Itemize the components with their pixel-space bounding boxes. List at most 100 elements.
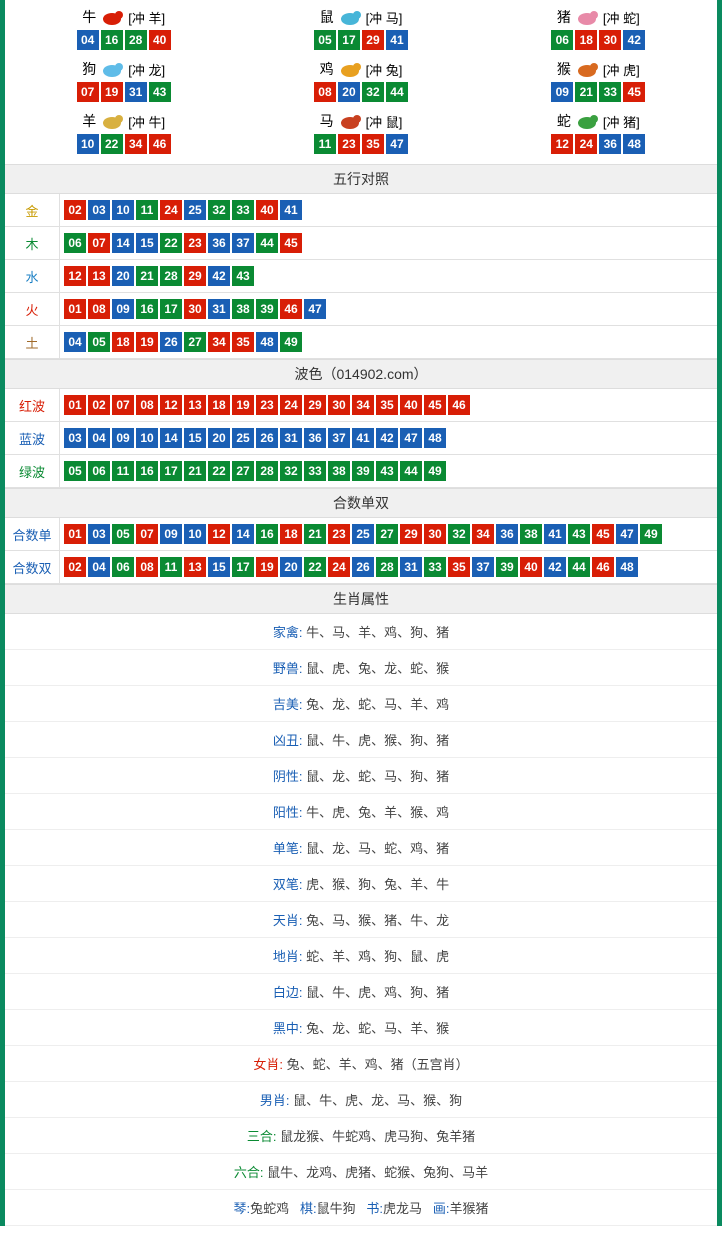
number-chip: 10 bbox=[136, 428, 158, 448]
number-chip: 35 bbox=[232, 332, 254, 352]
number-chip: 32 bbox=[208, 200, 230, 220]
number-chip: 01 bbox=[64, 395, 86, 415]
number-chip: 02 bbox=[64, 557, 86, 577]
number-chip: 42 bbox=[544, 557, 566, 577]
number-chip: 18 bbox=[575, 30, 597, 50]
number-chip: 35 bbox=[362, 134, 384, 154]
number-chip: 17 bbox=[232, 557, 254, 577]
zodiac-numrow: 09213345 bbox=[480, 82, 717, 102]
number-chip: 45 bbox=[592, 524, 614, 544]
attr-row: 三合: 鼠龙猴、牛蛇鸡、虎马狗、兔羊猪 bbox=[5, 1118, 717, 1154]
kv-value: 02031011242532334041 bbox=[60, 194, 717, 226]
number-chip: 27 bbox=[376, 524, 398, 544]
zodiac-name: 羊 bbox=[82, 111, 96, 131]
attr-value: 兔、蛇、羊、鸡、猪（五宫肖） bbox=[287, 1057, 469, 1072]
zodiac-chong: [冲 虎] bbox=[603, 60, 640, 79]
number-chip: 26 bbox=[352, 557, 374, 577]
number-chip: 46 bbox=[280, 299, 302, 319]
footer-value: 虎龙马 bbox=[383, 1201, 422, 1216]
number-chip: 08 bbox=[136, 395, 158, 415]
zodiac-cell: 狗[冲 龙]07193143 bbox=[5, 56, 242, 108]
number-chip: 06 bbox=[64, 233, 86, 253]
zodiac-numrow: 08203244 bbox=[242, 82, 479, 102]
kv-row: 水1213202128294243 bbox=[5, 260, 717, 293]
number-chip: 45 bbox=[623, 82, 645, 102]
kv-row: 合数双0204060811131517192022242628313335373… bbox=[5, 551, 717, 584]
kv-label: 绿波 bbox=[5, 455, 60, 487]
number-chip: 43 bbox=[376, 461, 398, 481]
attr-value: 牛、马、羊、鸡、狗、猪 bbox=[306, 625, 449, 640]
number-chip: 19 bbox=[136, 332, 158, 352]
number-chip: 31 bbox=[208, 299, 230, 319]
number-chip: 04 bbox=[88, 557, 110, 577]
number-chip: 17 bbox=[160, 461, 182, 481]
attr-value: 兔、龙、蛇、马、羊、鸡 bbox=[306, 697, 449, 712]
attr-value: 鼠、牛、虎、鸡、狗、猪 bbox=[306, 985, 449, 1000]
zodiac-name: 狗 bbox=[82, 59, 96, 79]
number-chip: 09 bbox=[160, 524, 182, 544]
number-chip: 14 bbox=[160, 428, 182, 448]
section-header-attrs: 生肖属性 bbox=[5, 584, 717, 614]
number-chip: 27 bbox=[184, 332, 206, 352]
zodiac-icon bbox=[573, 58, 601, 80]
attr-row: 白边: 鼠、牛、虎、鸡、狗、猪 bbox=[5, 974, 717, 1010]
number-chip: 19 bbox=[101, 82, 123, 102]
number-chip: 19 bbox=[232, 395, 254, 415]
zodiac-numrow: 04162840 bbox=[5, 30, 242, 50]
number-chip: 47 bbox=[616, 524, 638, 544]
number-chip: 13 bbox=[184, 395, 206, 415]
number-chip: 48 bbox=[256, 332, 278, 352]
section-header-heshu: 合数单双 bbox=[5, 488, 717, 518]
zodiac-numrow: 12243648 bbox=[480, 134, 717, 154]
number-chip: 11 bbox=[112, 461, 134, 481]
number-chip: 39 bbox=[352, 461, 374, 481]
attr-value: 鼠、虎、兔、龙、蛇、猴 bbox=[306, 661, 449, 676]
number-chip: 12 bbox=[160, 395, 182, 415]
attr-row: 阴性: 鼠、龙、蛇、马、狗、猪 bbox=[5, 758, 717, 794]
number-chip: 07 bbox=[77, 82, 99, 102]
number-chip: 03 bbox=[88, 524, 110, 544]
number-chip: 31 bbox=[125, 82, 147, 102]
kv-value: 03040910141520252631363741424748 bbox=[60, 422, 717, 454]
number-chip: 02 bbox=[88, 395, 110, 415]
zodiac-icon bbox=[573, 6, 601, 28]
attr-value: 牛、虎、兔、羊、猴、鸡 bbox=[306, 805, 449, 820]
attr-value: 鼠、龙、马、蛇、鸡、猪 bbox=[306, 841, 449, 856]
number-chip: 42 bbox=[376, 428, 398, 448]
number-chip: 32 bbox=[280, 461, 302, 481]
zodiac-numrow: 07193143 bbox=[5, 82, 242, 102]
number-chip: 49 bbox=[424, 461, 446, 481]
number-chip: 04 bbox=[64, 332, 86, 352]
number-chip: 08 bbox=[136, 557, 158, 577]
attr-value: 蛇、羊、鸡、狗、鼠、虎 bbox=[306, 949, 449, 964]
kv-value: 06071415222336374445 bbox=[60, 227, 717, 259]
zodiac-name: 马 bbox=[320, 111, 334, 131]
number-chip: 07 bbox=[112, 395, 134, 415]
kv-label: 金 bbox=[5, 194, 60, 226]
number-chip: 12 bbox=[551, 134, 573, 154]
number-chip: 29 bbox=[184, 266, 206, 286]
number-chip: 16 bbox=[136, 299, 158, 319]
zodiac-name: 牛 bbox=[82, 7, 96, 27]
number-chip: 21 bbox=[136, 266, 158, 286]
number-chip: 36 bbox=[599, 134, 621, 154]
number-chip: 38 bbox=[328, 461, 350, 481]
number-chip: 22 bbox=[208, 461, 230, 481]
attr-label: 黑中: bbox=[273, 1021, 306, 1036]
attr-value: 鼠、龙、蛇、马、狗、猪 bbox=[306, 769, 449, 784]
zodiac-icon bbox=[336, 58, 364, 80]
number-chip: 18 bbox=[208, 395, 230, 415]
number-chip: 33 bbox=[304, 461, 326, 481]
footer-value: 兔蛇鸡 bbox=[250, 1201, 289, 1216]
number-chip: 41 bbox=[544, 524, 566, 544]
footer-value: 羊猴猪 bbox=[450, 1201, 489, 1216]
wuxing-rows: 金02031011242532334041木060714152223363744… bbox=[5, 194, 717, 359]
number-chip: 01 bbox=[64, 524, 86, 544]
main-container: 牛[冲 羊]04162840鼠[冲 马]05172941猪[冲 蛇]061830… bbox=[0, 0, 722, 1226]
zodiac-chong: [冲 牛] bbox=[128, 112, 165, 131]
number-chip: 03 bbox=[64, 428, 86, 448]
number-chip: 33 bbox=[232, 200, 254, 220]
zodiac-icon bbox=[336, 110, 364, 132]
kv-label: 水 bbox=[5, 260, 60, 292]
number-chip: 23 bbox=[184, 233, 206, 253]
